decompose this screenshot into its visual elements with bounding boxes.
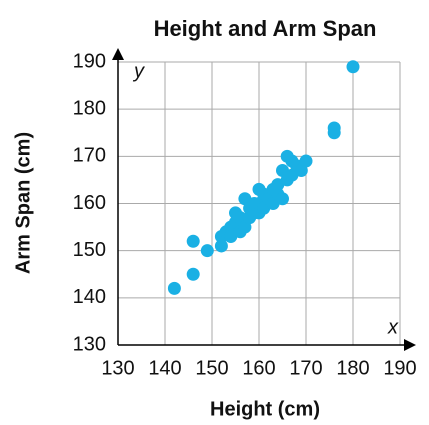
point (327, 121, 341, 135)
x-axis-name: x (387, 316, 399, 338)
x-tick-label: 140 (148, 357, 181, 379)
point (186, 267, 200, 281)
point (214, 239, 228, 253)
y-tick-label: 140 (73, 286, 106, 308)
y-tick-label: 130 (73, 333, 106, 355)
x-tick-label: 180 (336, 357, 369, 379)
point (186, 234, 200, 248)
y-tick-label: 150 (73, 239, 106, 261)
x-axis-label: Height (cm) (210, 398, 320, 420)
point (167, 281, 181, 295)
y-tick-label: 160 (73, 192, 106, 214)
x-tick-label: 130 (101, 357, 134, 379)
point (276, 192, 289, 206)
y-axis-label: Arm Span (cm) (12, 132, 34, 274)
x-tick-label: 160 (242, 357, 275, 379)
y-tick-label: 170 (73, 145, 106, 167)
point (200, 244, 214, 258)
x-tick-label: 190 (383, 357, 416, 379)
x-tick-label: 150 (195, 357, 228, 379)
y-tick-label: 190 (73, 50, 106, 72)
point (346, 60, 360, 74)
x-tick-label: 170 (289, 357, 322, 379)
chart-title: Height and Arm Span (154, 16, 377, 41)
point (299, 154, 313, 168)
y-axis-name: y (132, 60, 145, 82)
y-tick-label: 180 (73, 97, 106, 119)
